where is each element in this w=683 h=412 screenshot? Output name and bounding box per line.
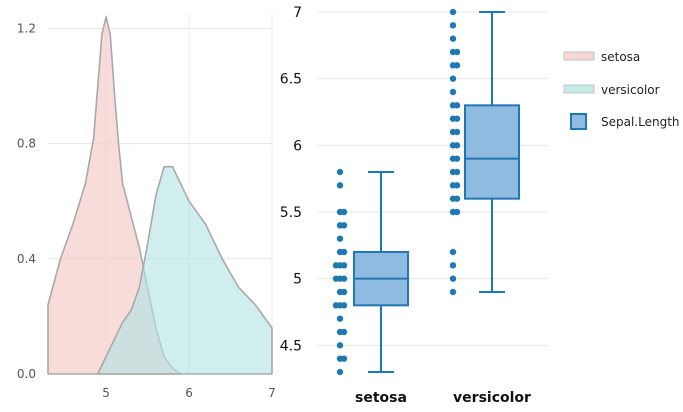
density-panel: 0.0 0.4 0.8 1.2 5 6 7	[17, 14, 276, 400]
legend-swatch-box	[570, 113, 587, 130]
box-data-point	[340, 355, 348, 362]
box-data-point	[453, 182, 461, 189]
box-data-point	[453, 208, 461, 216]
box-data-point	[332, 302, 340, 309]
density-xtick-label: 6	[185, 386, 193, 400]
box-data-point	[340, 302, 348, 309]
legend-label-Sepal.Length: Sepal.Length	[601, 115, 680, 129]
box-data-point	[340, 262, 348, 269]
chart-legend: setosa versicolor Sepal.Length	[563, 50, 680, 130]
density-ytick-label: 0.4	[17, 252, 36, 266]
box-ytick-label: 5	[293, 272, 302, 288]
box-data-point	[332, 262, 340, 269]
box-data-point	[453, 155, 461, 162]
density-ytick-label: 0.0	[17, 367, 36, 381]
box-body-versicolor	[464, 104, 520, 200]
density-xtick-label: 5	[102, 386, 110, 400]
box-panel: 4.5 5 5.5 6 6.5 7 setosa versicolor	[280, 5, 548, 406]
box-data-point	[336, 368, 344, 376]
legend-swatch-setosa	[563, 51, 595, 61]
box-data-point	[336, 182, 344, 189]
box-data-point	[340, 328, 348, 336]
box-data-point	[336, 235, 344, 242]
box-data-point	[340, 288, 348, 296]
box-data-point	[449, 288, 457, 296]
box-data-point	[336, 315, 344, 322]
legend-swatch-versicolor	[563, 84, 595, 94]
density-area-versicolor	[96, 165, 273, 375]
box-data-point	[336, 342, 344, 349]
box-data-point	[449, 8, 457, 16]
box-data-point	[453, 62, 461, 69]
box-ytick-label: 6	[293, 138, 302, 154]
box-ytick-label: 5.5	[280, 205, 302, 221]
box-data-point	[340, 248, 348, 256]
box-data-point	[332, 275, 340, 282]
box-data-point	[340, 222, 348, 229]
box-data-point	[449, 75, 457, 82]
box-ytick-label: 7	[293, 5, 302, 21]
box-data-point	[453, 195, 461, 202]
box-category-label-setosa: setosa	[355, 390, 407, 406]
density-ytick-label: 1.2	[17, 21, 36, 35]
box-data-point	[449, 248, 457, 256]
box-data-point	[453, 168, 461, 176]
box-data-point	[340, 208, 348, 216]
box-data-point	[449, 262, 457, 269]
box-data-point	[449, 88, 457, 96]
box-data-point	[453, 115, 461, 122]
box-ytick-label: 4.5	[280, 338, 302, 354]
box-data-point	[449, 22, 457, 29]
legend-label-versicolor: versicolor	[601, 83, 660, 97]
box-data-point	[453, 142, 461, 149]
box-data-point	[336, 168, 344, 176]
legend-label-setosa: setosa	[601, 50, 640, 64]
box-data-point	[453, 128, 461, 136]
box-data-point	[449, 275, 457, 282]
box-data-point	[340, 275, 348, 282]
box-category-label-versicolor: versicolor	[453, 390, 531, 406]
box-ytick-label: 6.5	[280, 72, 302, 88]
box-data-point	[453, 48, 461, 56]
box-data-point	[453, 102, 461, 109]
density-ytick-label: 0.8	[17, 137, 36, 151]
box-data-point	[449, 35, 457, 42]
density-xtick-label: 7	[268, 386, 276, 400]
